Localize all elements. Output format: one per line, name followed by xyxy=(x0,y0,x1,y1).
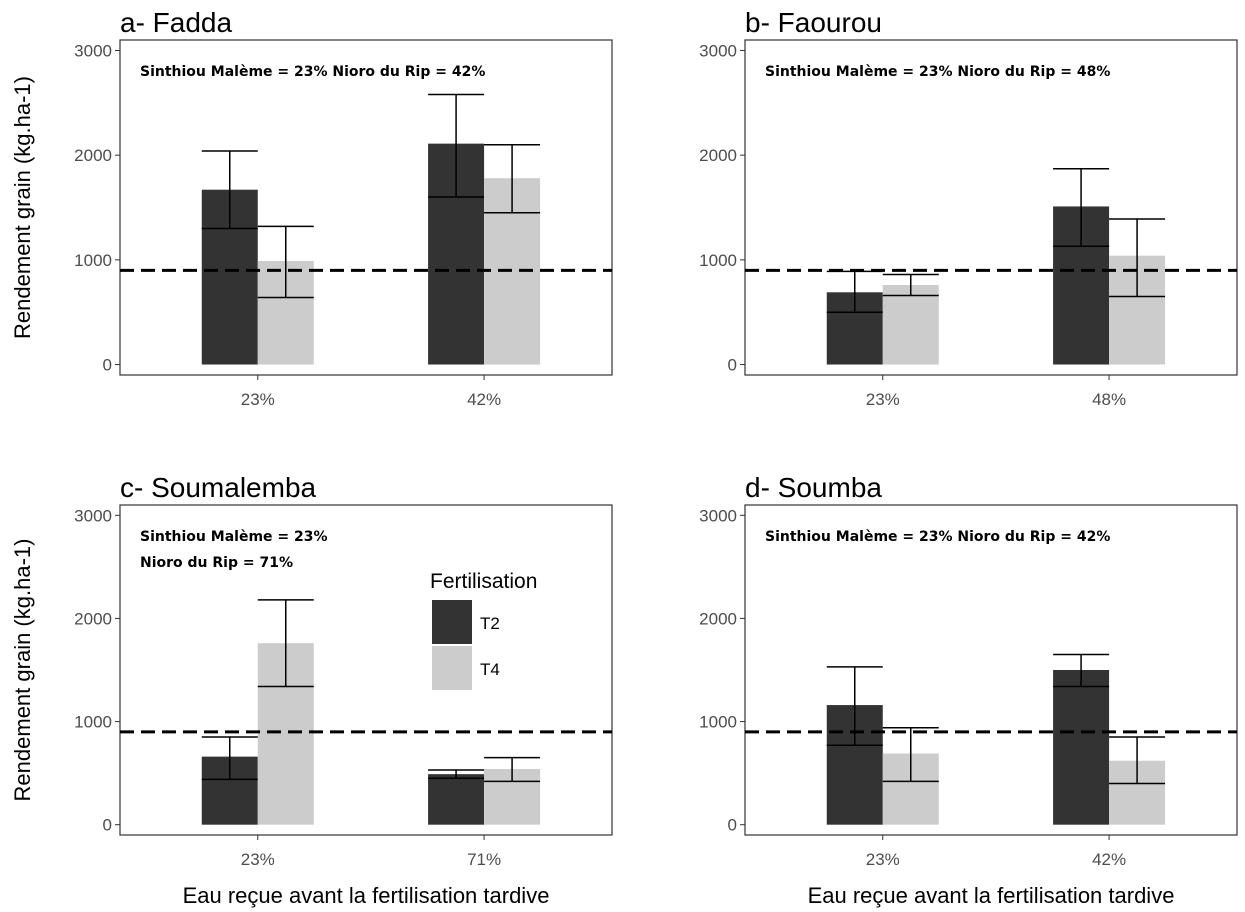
y-tick-label: 2000 xyxy=(74,609,112,628)
y-tick-label: 2000 xyxy=(699,146,737,165)
y-tick-label: 2000 xyxy=(74,146,112,165)
y-tick-label: 2000 xyxy=(699,609,737,628)
y-tick-label: 0 xyxy=(103,816,112,835)
x-axis-label: Eau reçue avant la fertilisation tardive xyxy=(183,883,550,908)
panel-d: d- Soumba 0 1000 2000 3000 23% 42% Sinthiou Mal… xyxy=(699,472,1238,908)
legend-swatch-T4 xyxy=(432,646,472,690)
x-tick-label: 23% xyxy=(241,850,275,869)
panel-border xyxy=(744,504,1238,836)
panel-border xyxy=(119,504,613,836)
y-tick-label: 1000 xyxy=(74,251,112,270)
annotation-text: Sinthiou Malème = 23% Nioro du Rip = 48% xyxy=(765,64,1110,80)
y-tick-label: 1000 xyxy=(699,713,737,732)
y-tick-label: 1000 xyxy=(699,251,737,270)
y-tick-label: 3000 xyxy=(74,41,112,60)
panel-b: b- Faourou 0 1000 2000 3000 23% 48% Sinthiou Ma… xyxy=(699,7,1238,409)
y-tick-label: 1000 xyxy=(74,713,112,732)
y-tick-label: 3000 xyxy=(699,41,737,60)
legend-label-T2: T2 xyxy=(480,614,500,633)
panel-a: a- Fadda 0 1000 2000 3000 23% 42% Sinthiou Malè… xyxy=(10,7,613,409)
y-axis-label: Rendement grain (kg.ha-1) xyxy=(10,76,35,339)
legend-label-T4: T4 xyxy=(480,660,500,679)
annotation-text: Sinthiou Malème = 23% xyxy=(140,529,328,545)
x-tick-label: 23% xyxy=(866,390,900,409)
panel-border xyxy=(744,39,1238,376)
panel-title: a- Fadda xyxy=(120,7,232,38)
panel-border xyxy=(119,39,613,376)
x-axis-label: Eau reçue avant la fertilisation tardive xyxy=(808,883,1175,908)
y-tick-label: 3000 xyxy=(699,506,737,525)
panel-title: c- Soumalemba xyxy=(120,472,317,503)
y-tick-label: 0 xyxy=(728,816,737,835)
legend: Fertilisation T2 T4 xyxy=(430,570,537,690)
x-tick-label: 23% xyxy=(866,850,900,869)
y-tick-label: 0 xyxy=(103,356,112,375)
panel-title: b- Faourou xyxy=(745,7,882,38)
x-tick-label: 71% xyxy=(467,850,501,869)
annotation-text: Nioro du Rip = 71% xyxy=(140,555,293,571)
x-tick-label: 48% xyxy=(1092,390,1126,409)
bar-T2-1 xyxy=(1053,670,1110,825)
legend-swatch-T2 xyxy=(432,600,472,644)
bar-T4-0 xyxy=(882,284,939,365)
bar-T2-1 xyxy=(428,774,485,825)
x-tick-label: 42% xyxy=(467,390,501,409)
x-tick-label: 42% xyxy=(1092,850,1126,869)
y-axis-label: Rendement grain (kg.ha-1) xyxy=(10,539,35,802)
annotation-text: Sinthiou Malème = 23% Nioro du Rip = 42% xyxy=(140,64,485,80)
panel-c: c- Soumalemba 0 1000 2000 3000 23% 71% Sinthiou… xyxy=(10,472,613,908)
annotation-text: Sinthiou Malème = 23% Nioro du Rip = 42% xyxy=(765,529,1110,545)
panel-title: d- Soumba xyxy=(745,472,882,503)
legend-title: Fertilisation xyxy=(430,570,537,593)
y-tick-label: 0 xyxy=(728,356,737,375)
x-tick-label: 23% xyxy=(241,390,275,409)
y-tick-label: 3000 xyxy=(74,506,112,525)
